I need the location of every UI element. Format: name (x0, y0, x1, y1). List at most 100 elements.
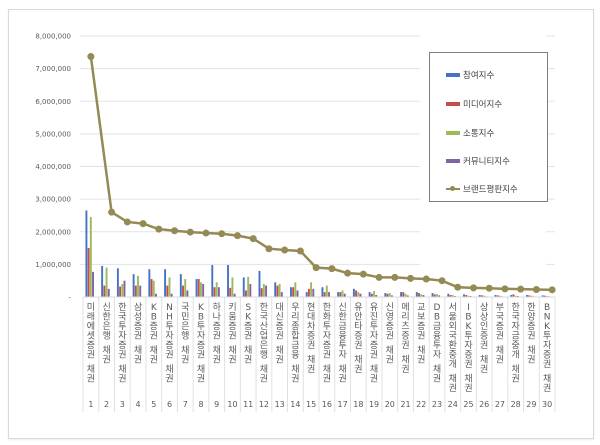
x-category-char: 권 (527, 330, 535, 342)
x-category-char: 채 (449, 374, 457, 385)
x-rank-label: 8 (198, 400, 203, 409)
x-category-char: B (465, 313, 471, 323)
x-rank-label: 30 (542, 400, 552, 409)
line-marker (281, 246, 289, 254)
x-category-char: 채 (87, 364, 95, 375)
x-category-char: 은 (260, 340, 268, 351)
bar (132, 274, 135, 297)
x-category-char: 권 (464, 382, 472, 394)
x-category-char: 키 (228, 302, 236, 313)
x-category-char: 자 (464, 340, 473, 351)
bar (152, 280, 155, 297)
bar (265, 285, 268, 297)
y-tick-label: 5,000,000 (35, 130, 71, 138)
x-rank-label: 11 (243, 400, 253, 409)
x-category-char: S (245, 303, 251, 313)
bar (89, 217, 92, 297)
x-category-char: 증 (118, 340, 126, 351)
x-category-char: 채 (244, 345, 252, 356)
x-category-char: 투 (433, 340, 441, 351)
bar (168, 277, 171, 297)
x-category-char: 권 (323, 349, 331, 361)
x-category-char: 화 (323, 312, 331, 323)
x-category-char: 나 (213, 312, 221, 323)
x-rank-label: 13 (275, 400, 285, 409)
bar (231, 277, 234, 297)
bar (384, 293, 387, 297)
x-category-char: 래 (87, 312, 95, 323)
bar (296, 290, 299, 297)
bar (213, 287, 216, 297)
bar (312, 288, 315, 297)
x-category-char: 삼 (134, 302, 142, 313)
line-marker (328, 265, 336, 273)
bar (215, 282, 218, 297)
y-tick-label: 8,000,000 (35, 33, 71, 41)
x-category-char: 성 (134, 312, 142, 323)
x-category-char: 권 (118, 373, 126, 385)
bar (119, 286, 122, 297)
line-marker (391, 273, 399, 281)
line-marker (548, 286, 556, 294)
x-category-char: 은 (181, 321, 189, 332)
x-category-char: 권 (464, 358, 472, 370)
x-category-char: 증 (276, 321, 284, 332)
x-category-char: 채 (480, 355, 488, 366)
y-tick-label: 4,000,000 (35, 163, 71, 171)
bar (530, 295, 533, 297)
bar (164, 269, 167, 297)
x-category-char: 양 (527, 312, 535, 323)
x-category-char: 증 (323, 340, 331, 351)
bar (249, 283, 252, 297)
bar (463, 294, 465, 297)
x-category-char: 증 (480, 331, 488, 342)
x-category-char: 자 (433, 350, 442, 361)
x-rank-label: 22 (416, 400, 426, 409)
x-category-char: 권 (354, 339, 362, 351)
x-category-char: 채 (276, 345, 284, 356)
x-category-char: 보 (417, 312, 425, 323)
x-category-char: B (434, 313, 440, 323)
x-category-char: 권 (276, 330, 284, 342)
x-category-char: 금 (512, 331, 520, 342)
legend-label: 커뮤니티지수 (463, 157, 510, 167)
bar (339, 292, 342, 297)
bar (227, 265, 229, 297)
x-rank-label: 24 (448, 400, 458, 409)
y-tick-label: 2,000,000 (35, 228, 71, 236)
x-category-char: 채 (543, 374, 551, 385)
x-category-char: 증 (307, 331, 315, 342)
x-rank-label: 21 (400, 400, 410, 409)
x-category-char: 국 (512, 312, 520, 323)
x-category-char: 증 (543, 350, 551, 361)
x-category-char: 신 (102, 302, 110, 313)
x-rank-label: 23 (432, 400, 442, 409)
x-category-char: 권 (527, 354, 535, 366)
bar (101, 266, 104, 297)
x-category-char: 증 (417, 321, 425, 332)
bar (543, 295, 546, 297)
x-category-char: 대 (307, 312, 315, 323)
y-tick-label: 6,000,000 (35, 98, 71, 106)
x-category-char: 증 (464, 350, 472, 361)
x-category-char: 금 (433, 321, 441, 332)
y-axis: - 1,000,000 2,000,000 3,000,000 4,000,000 5,0… (35, 33, 71, 302)
line-marker (155, 225, 163, 233)
bar (406, 295, 409, 297)
x-category-char: K (245, 313, 252, 323)
bar (182, 285, 184, 297)
x-category-char: 종 (291, 321, 299, 332)
bar (328, 292, 330, 297)
legend-swatch-icon (446, 159, 460, 163)
bar (526, 295, 528, 297)
x-rank-label: 29 (526, 400, 536, 409)
x-category-char: 은 (102, 321, 110, 332)
bar (402, 292, 405, 297)
x-category-char: 증 (386, 321, 394, 332)
bar (483, 295, 486, 297)
x-category-char: 상 (480, 312, 488, 323)
x-category-char: 업 (260, 331, 268, 342)
x-category-char: 산 (260, 321, 268, 332)
x-category-char: 권 (150, 330, 158, 342)
x-rank-label: 16 (322, 400, 332, 409)
